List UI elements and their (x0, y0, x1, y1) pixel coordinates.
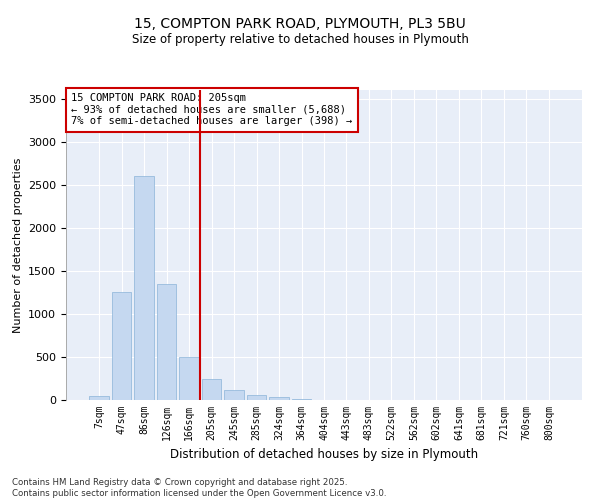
Bar (292, 399, 311, 400)
Bar (89, 396, 109, 400)
Bar (179, 357, 199, 400)
Bar (224, 390, 244, 400)
Bar (202, 380, 221, 400)
Text: 15 COMPTON PARK ROAD: 205sqm
← 93% of detached houses are smaller (5,688)
7% of : 15 COMPTON PARK ROAD: 205sqm ← 93% of de… (71, 93, 352, 126)
Text: Size of property relative to detached houses in Plymouth: Size of property relative to detached ho… (131, 32, 469, 46)
Bar (269, 398, 289, 400)
Text: 15, COMPTON PARK ROAD, PLYMOUTH, PL3 5BU: 15, COMPTON PARK ROAD, PLYMOUTH, PL3 5BU (134, 18, 466, 32)
Bar (134, 176, 154, 400)
Y-axis label: Number of detached properties: Number of detached properties (13, 158, 23, 332)
Bar (157, 284, 176, 400)
Text: Contains HM Land Registry data © Crown copyright and database right 2025.
Contai: Contains HM Land Registry data © Crown c… (12, 478, 386, 498)
Bar (247, 396, 266, 400)
Bar (112, 292, 131, 400)
X-axis label: Distribution of detached houses by size in Plymouth: Distribution of detached houses by size … (170, 448, 478, 462)
